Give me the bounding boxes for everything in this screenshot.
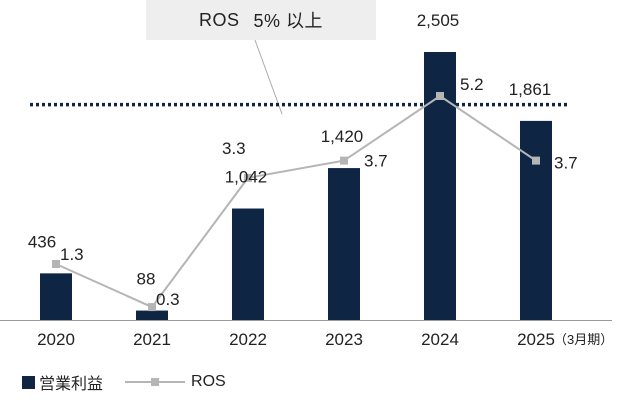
bar-2022 <box>232 208 264 320</box>
ros-point-2021 <box>148 303 156 312</box>
line-series <box>52 92 540 312</box>
tick-2024: 2024 <box>421 330 459 349</box>
bar-2021 <box>136 310 168 320</box>
bar-label-2020: 436 <box>28 232 56 251</box>
ros-point-2023 <box>340 156 348 165</box>
ros-target-callout: ROS 5% 以上 <box>146 0 376 40</box>
ros-label-2025: 3.7 <box>554 154 578 173</box>
tick-suffix-2025: （3月期） <box>554 332 613 347</box>
ros-label-2021: 0.3 <box>156 290 180 309</box>
ros-label-2022: 3.3 <box>222 139 246 158</box>
legend-bar-swatch <box>22 375 35 389</box>
legend-bar-label: 営業利益 <box>39 376 104 393</box>
ros-point-2025 <box>532 156 540 165</box>
ros-point-2020 <box>52 260 60 268</box>
callout-value: 5% 以上 <box>253 11 324 31</box>
ros-label-2020: 1.3 <box>60 245 84 264</box>
ros-point-2024 <box>436 92 444 100</box>
ros-label-2023: 3.7 <box>364 152 388 171</box>
bar-label-2024: 2,505 <box>417 11 460 30</box>
tick-2023: 2023 <box>325 330 363 349</box>
legend-line-swatch <box>125 375 186 389</box>
legend-item-bar: 営業利益 <box>22 370 103 394</box>
tick-2025: 2025 <box>517 330 555 349</box>
bar-2023 <box>328 168 360 320</box>
x-tick-labels: 2020 2021 2022 2023 2024 2025 （3月期） <box>37 330 613 349</box>
bar-label-2022: 1,042 <box>225 168 268 187</box>
bar-label-2025: 1,861 <box>509 80 552 99</box>
tick-2022: 2022 <box>229 330 267 349</box>
legend-item-line: ROS <box>103 373 226 391</box>
tick-2020: 2020 <box>37 330 75 349</box>
data-labels: 436 88 1,042 1,420 2,505 1,861 1.3 0.3 3.3 3.7 5.2… <box>28 11 578 309</box>
bar-label-2021: 88 <box>137 270 156 289</box>
bar-2025 <box>520 120 552 320</box>
ros-line <box>55 94 537 309</box>
bar-label-2023: 1,420 <box>321 127 364 146</box>
ros-label-2024: 5.2 <box>460 75 484 94</box>
bar-2020 <box>40 273 72 320</box>
legend: 営業利益 ROS <box>22 370 226 394</box>
tick-2021: 2021 <box>133 330 171 349</box>
legend-line-label: ROS <box>191 373 226 390</box>
callout-label: ROS <box>198 9 240 30</box>
ros-point-2022 <box>244 173 252 182</box>
callout-leader <box>254 39 283 115</box>
